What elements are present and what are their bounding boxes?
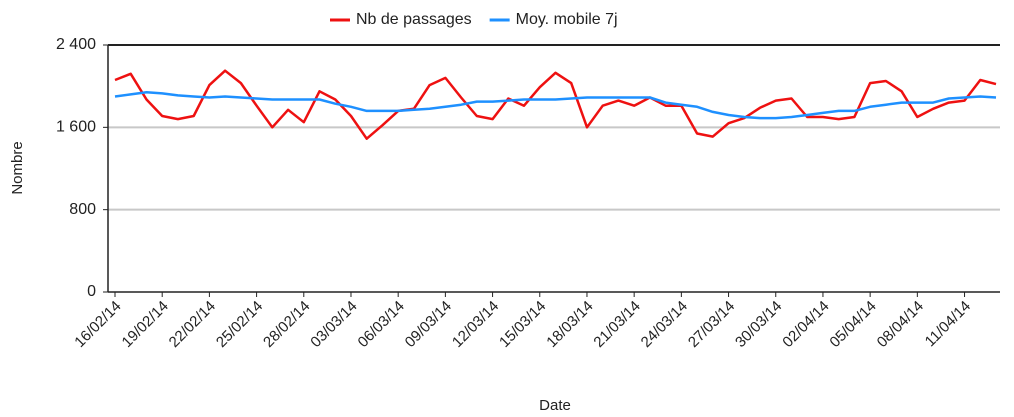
- y-tick-label: 800: [69, 201, 96, 218]
- x-tick-label: 18/03/14: [543, 298, 596, 351]
- x-tick-label: 22/02/14: [166, 298, 219, 351]
- x-tick-label: 28/02/14: [260, 298, 313, 351]
- x-tick-label: 02/04/14: [779, 298, 832, 351]
- x-tick-label: 27/03/14: [685, 298, 738, 351]
- legend-label: Moy. mobile 7j: [516, 11, 618, 28]
- x-axis-label: Date: [539, 397, 571, 414]
- x-tick-label: 12/03/14: [449, 298, 502, 351]
- x-tick-label: 24/03/14: [638, 298, 691, 351]
- series-line: [114, 91, 997, 120]
- x-tick-label: 16/02/14: [71, 298, 124, 351]
- x-tick-label: 21/03/14: [590, 298, 643, 351]
- y-axis-label: Nombre: [9, 141, 26, 194]
- x-tick-label: 06/03/14: [355, 298, 408, 351]
- y-tick-label: 2 400: [56, 36, 96, 53]
- x-tick-label: 15/03/14: [496, 298, 549, 351]
- legend-label: Nb de passages: [356, 11, 472, 28]
- x-tick-label: 09/03/14: [402, 298, 455, 351]
- x-tick-label: 19/02/14: [119, 298, 172, 351]
- x-tick-label: 03/03/14: [307, 298, 360, 351]
- series-line: [114, 69, 997, 140]
- x-tick-label: 11/04/14: [922, 298, 975, 351]
- y-tick-label: 1 600: [56, 119, 96, 136]
- x-tick-label: 25/02/14: [213, 298, 266, 351]
- x-tick-label: 30/03/14: [732, 298, 785, 351]
- x-tick-label: 08/04/14: [874, 298, 927, 351]
- x-tick-label: 05/04/14: [826, 298, 879, 351]
- y-tick-label: 0: [87, 283, 96, 300]
